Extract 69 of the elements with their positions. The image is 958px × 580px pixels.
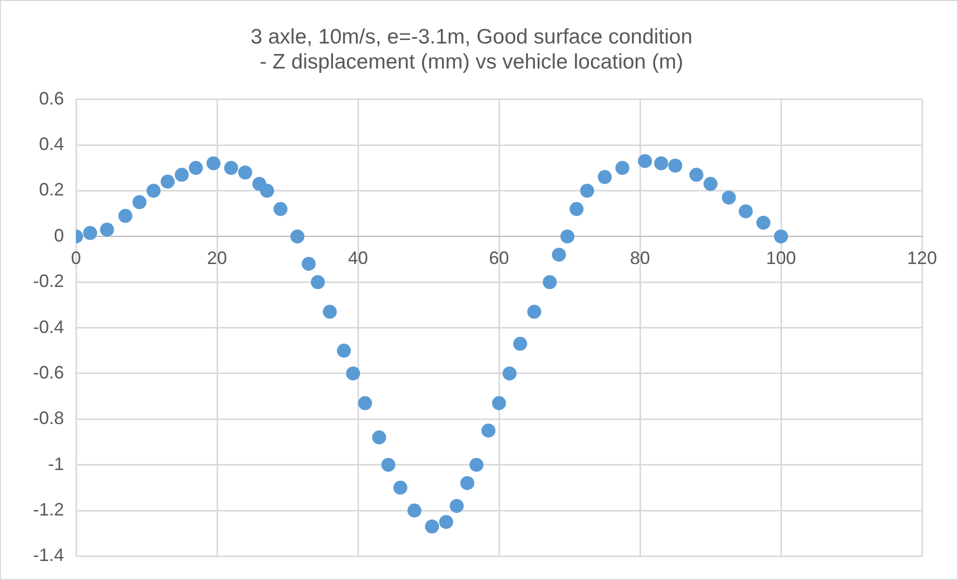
point: [407, 504, 422, 518]
y-tick-label: 0: [54, 225, 64, 246]
point: [542, 275, 557, 290]
point: [615, 160, 630, 175]
point: [570, 202, 584, 216]
point: [160, 174, 175, 189]
point: [638, 154, 652, 168]
point: [756, 216, 770, 230]
y-tick-label: -0.2: [32, 271, 64, 292]
point: [302, 256, 316, 271]
y-tick-label: -1: [48, 454, 64, 474]
point: [552, 248, 566, 262]
point: [560, 229, 574, 244]
point: [460, 476, 474, 490]
point: [346, 366, 360, 380]
point: [118, 208, 132, 223]
point: [598, 170, 612, 184]
y-tick-label: -0.8: [32, 408, 64, 428]
x-tick-label: 100: [766, 248, 796, 268]
point: [502, 366, 517, 380]
point: [358, 396, 372, 410]
x-tick-label: 20: [207, 248, 228, 268]
point: [188, 160, 203, 175]
point: [381, 458, 396, 472]
y-tick-label: -0.6: [32, 362, 64, 382]
point: [290, 229, 304, 244]
point: [273, 202, 288, 216]
point: [654, 156, 668, 170]
point: [260, 184, 274, 198]
point: [224, 160, 238, 175]
point: [132, 195, 146, 210]
y-tick-label: -0.4: [32, 316, 64, 337]
point: [372, 430, 386, 444]
point: [393, 480, 408, 495]
chart-title: 3 axle, 10m/s, e=-3.1m, Good surface condition - Z displacement (mm) vs vehicle location (m): [250, 25, 692, 74]
point: [722, 190, 736, 205]
y-tick-label: 0.4: [38, 134, 64, 154]
x-tick-label: 120: [906, 248, 938, 268]
x-tick-label: 0: [71, 248, 82, 268]
point: [100, 222, 114, 237]
point: [83, 226, 98, 240]
point: [310, 275, 325, 290]
point: [469, 458, 484, 472]
y-tick-label: -1.4: [32, 545, 64, 566]
point: [450, 498, 464, 513]
x-tick-label: 60: [488, 248, 510, 268]
x-tick-label: 40: [348, 248, 368, 268]
x-tick-label: 80: [630, 248, 650, 268]
point: [580, 184, 594, 198]
point: [322, 304, 337, 319]
point: [238, 165, 252, 180]
point: [513, 336, 528, 351]
point: [336, 344, 351, 358]
y-tick-label: 0.2: [38, 180, 64, 200]
point: [206, 156, 220, 170]
point: [439, 514, 454, 529]
point: [527, 304, 542, 319]
point: [174, 168, 189, 182]
point: [425, 520, 440, 534]
point: [689, 168, 704, 182]
y-tick-label: -1.2: [32, 499, 64, 520]
point: [738, 204, 753, 218]
point: [704, 176, 718, 191]
point: [668, 158, 682, 173]
point: [146, 184, 161, 198]
point: [492, 396, 506, 410]
point: [481, 424, 496, 438]
y-tick-label: 0.6: [38, 88, 64, 108]
point: [774, 229, 788, 244]
